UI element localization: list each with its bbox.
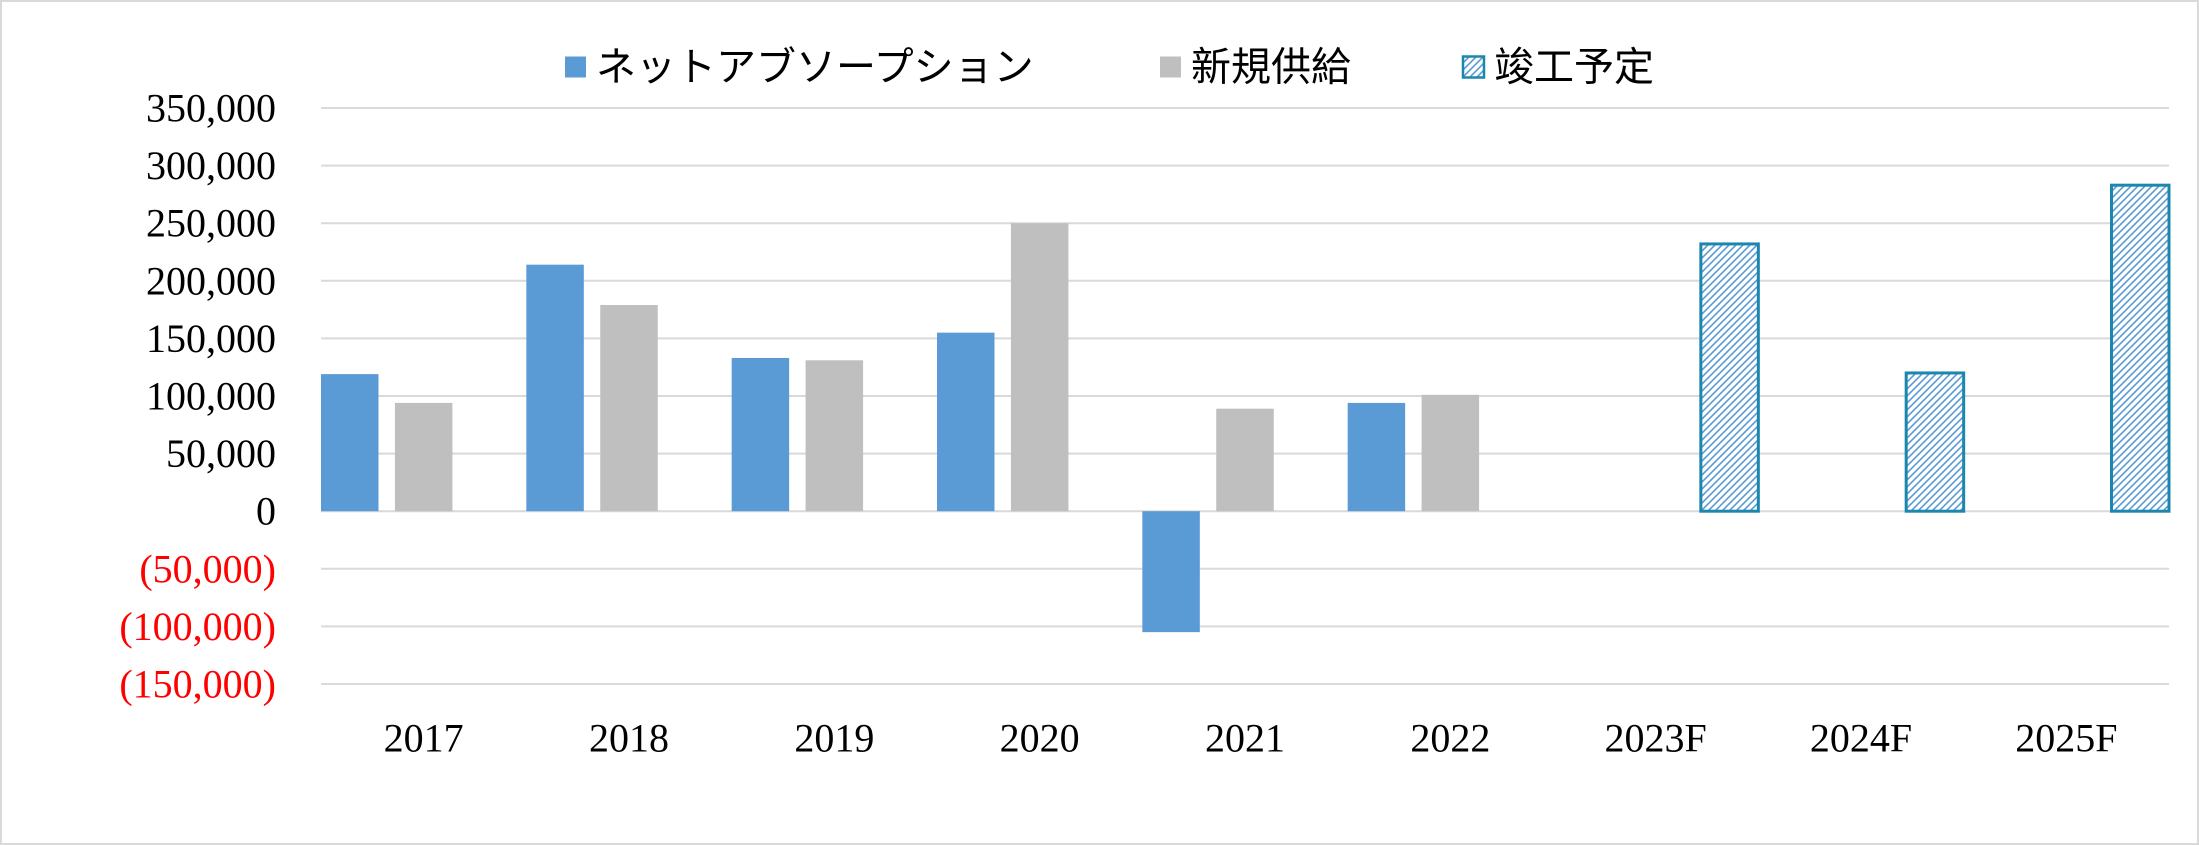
bar-series0-2021 — [1142, 511, 1200, 633]
bar-series0-2020 — [937, 332, 995, 512]
bar-series0-2022 — [1347, 402, 1406, 512]
legend-item: 竣工予定 — [1461, 45, 1654, 90]
y-tick-label: 50,000 — [166, 431, 276, 476]
x-tick-label: 2024F — [1810, 716, 1912, 761]
x-tick-label: 2025F — [2015, 716, 2117, 761]
bar-series0-2017 — [321, 374, 379, 512]
bar-series2-2023F — [1699, 242, 1760, 513]
x-tick-label: 2021 — [1205, 716, 1285, 761]
x-tick-label: 2023F — [1605, 716, 1707, 761]
bar-series1-2022 — [1421, 394, 1480, 512]
legend-item: ネットアブソープション — [565, 45, 1034, 90]
y-tick-label: 300,000 — [146, 143, 276, 188]
bar-series1-2017 — [394, 402, 453, 512]
bars — [321, 183, 2171, 633]
legend-swatch — [1461, 55, 1486, 79]
x-tick-label: 2019 — [794, 716, 874, 761]
bar-series2-2025F — [2110, 183, 2171, 513]
x-axis-labels: 2017 2018 2019 2020 2021 2022 2023F 2024F 2025F — [384, 716, 2118, 761]
bar-series2-2024F — [1904, 371, 1966, 513]
y-tick-label: (100,000) — [119, 604, 276, 649]
bar-series1-2020 — [1010, 223, 1069, 512]
y-tick-label: 200,000 — [146, 258, 276, 303]
legend-label: 新規供給 — [1191, 45, 1351, 90]
x-tick-label: 2020 — [1000, 716, 1080, 761]
y-tick-label: (150,000) — [119, 662, 276, 707]
bar-series1-2018 — [600, 304, 658, 512]
y-tick-label: (50,000) — [139, 546, 276, 591]
y-tick-label: 350,000 — [146, 86, 276, 131]
legend-label: ネットアブソープション — [596, 45, 1034, 90]
bar-series0-2019 — [731, 357, 790, 512]
bar-series0-2018 — [526, 264, 584, 512]
x-tick-label: 2018 — [589, 716, 669, 761]
y-axis-labels: 350,000 300,000 250,000 200,000 150,000 100,0… — [119, 86, 276, 707]
legend-swatch — [1160, 56, 1181, 78]
legend-item: 新規供給 — [1160, 45, 1351, 90]
y-tick-label: 100,000 — [146, 374, 276, 419]
x-tick-label: 2017 — [384, 716, 464, 761]
legend: ネットアブソープション 新規供給 竣工予定 — [565, 45, 1654, 90]
legend-swatch — [565, 56, 586, 78]
bar-series1-2021 — [1216, 408, 1274, 512]
bar-series1-2019 — [805, 360, 864, 512]
y-tick-label: 0 — [256, 489, 276, 534]
x-tick-label: 2022 — [1410, 716, 1490, 761]
gridlines — [321, 107, 2169, 685]
legend-label: 竣工予定 — [1494, 45, 1654, 90]
y-tick-label: 150,000 — [146, 316, 276, 361]
y-tick-label: 250,000 — [146, 201, 276, 246]
